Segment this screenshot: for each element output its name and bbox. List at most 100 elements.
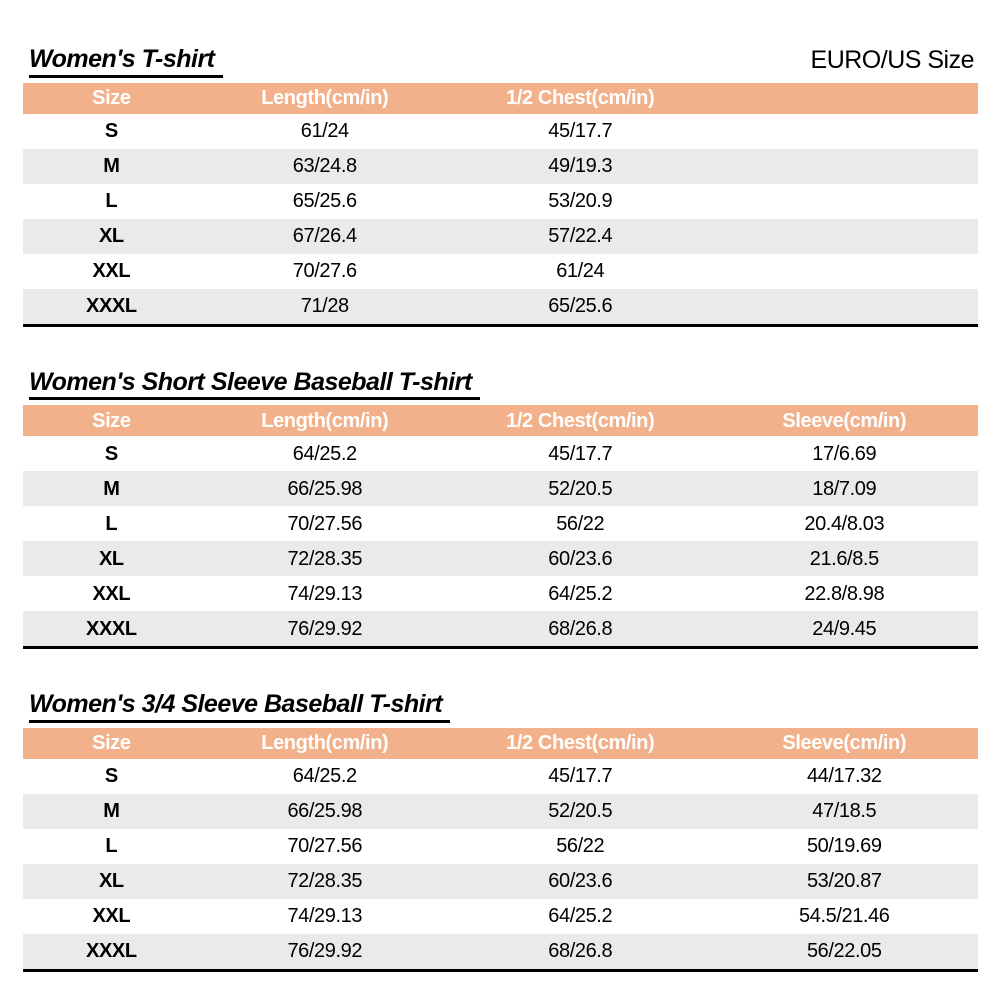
table-row: M 66/25.98 52/20.5 47/18.5 (23, 793, 978, 829)
size-cell: XL (98, 870, 124, 892)
section-womens-tshirt: Women's T-shirt EURO/US Size Size Length(… (23, 45, 978, 327)
header-cell: 1/2 Chest(cm/in) (506, 409, 655, 432)
value-cell: 45/17.7 (548, 765, 613, 787)
table-row: L 70/27.56 56/22 50/19.69 (23, 828, 978, 864)
value-cell: 72/28.35 (287, 547, 363, 570)
value-cell: 68/26.8 (548, 940, 613, 962)
table-row: M 66/25.98 52/20.5 18/7.09 (23, 471, 978, 506)
size-cell: XL (98, 547, 124, 570)
header-cell: Size (92, 732, 131, 754)
section-title: Women's T-shirt (29, 45, 223, 78)
value-cell: 74/29.13 (287, 905, 363, 927)
value-cell: 52/20.5 (548, 477, 613, 500)
size-cell: L (105, 190, 118, 212)
value-cell: 66/25.98 (287, 800, 363, 822)
section-short-sleeve-baseball: Women's Short Sleeve Baseball T-shirt Si… (23, 368, 978, 649)
size-table-three-quarter-sleeve-baseball: Size Length(cm/in) 1/2 Chest(cm/in) Sleeve(… (23, 727, 978, 972)
header-cell: 1/2 Chest(cm/in) (506, 732, 655, 754)
value-cell: 53/20.9 (548, 190, 613, 212)
table-row: XXL 74/29.13 64/25.2 22.8/8.98 (23, 576, 978, 611)
value-cell: 70/27.56 (287, 512, 363, 535)
section-title: Women's 3/4 Sleeve Baseball T-shirt (29, 690, 451, 723)
value-cell: 60/23.6 (548, 870, 613, 892)
value-cell: 68/26.8 (548, 617, 613, 640)
value-cell: 66/25.98 (287, 477, 363, 500)
value-cell: 53/20.87 (806, 870, 882, 892)
table-row: XXL 74/29.13 64/25.2 54.5/21.46 (23, 898, 978, 934)
table-header-row: Size Length(cm/in) 1/2 Chest(cm/in) Sleeve(… (23, 405, 978, 436)
size-cell: S (104, 765, 118, 787)
table-row: XL 72/28.35 60/23.6 53/20.87 (23, 863, 978, 899)
size-cell: M (103, 800, 120, 822)
value-cell: 45/17.7 (548, 120, 613, 142)
value-cell: 65/25.6 (292, 190, 357, 212)
table-row: XXXL 71/28 65/25.6 (23, 288, 978, 324)
value-cell: 47/18.5 (812, 800, 877, 822)
size-cell: XXL (92, 905, 131, 927)
value-cell: 71/28 (300, 295, 349, 317)
value-cell: 70/27.6 (292, 260, 357, 282)
value-cell: 56/22 (556, 512, 605, 535)
size-cell: S (104, 120, 118, 142)
header-cell: Sleeve(cm/in) (782, 732, 907, 754)
table-header-row: Size Length(cm/in) 1/2 Chest(cm/in) Sleeve(… (23, 727, 978, 759)
value-cell: 64/25.2 (548, 905, 613, 927)
value-cell: 56/22 (556, 835, 605, 857)
value-cell: 74/29.13 (287, 582, 363, 605)
header-cell: Length(cm/in) (261, 87, 389, 109)
size-cell: XXXL (86, 940, 137, 962)
size-cell: L (105, 835, 118, 857)
value-cell: 20.4/8.03 (804, 512, 885, 535)
table-row: M 63/24.8 49/19.3 (23, 148, 978, 184)
value-cell: 22.8/8.98 (804, 582, 885, 605)
table-row: S 64/25.2 45/17.7 44/17.32 (23, 758, 978, 794)
value-cell: 54.5/21.46 (799, 905, 890, 927)
table-row: XXXL 76/29.92 68/26.8 56/22.05 (23, 933, 978, 969)
value-cell: 44/17.32 (806, 765, 882, 787)
size-cell: M (103, 477, 120, 500)
header-cell: Length(cm/in) (261, 732, 389, 754)
value-cell: 17/6.69 (812, 442, 877, 465)
value-cell: 24/9.45 (812, 617, 877, 640)
size-cell: L (105, 512, 118, 535)
table-row: L 65/25.6 53/20.9 (23, 183, 978, 219)
value-cell: 76/29.92 (287, 617, 363, 640)
value-cell: 49/19.3 (548, 155, 613, 177)
value-cell: 70/27.56 (287, 835, 363, 857)
size-table-short-sleeve-baseball: Size Length(cm/in) 1/2 Chest(cm/in) Sleeve(… (23, 405, 978, 649)
value-cell: 60/23.6 (548, 547, 613, 570)
value-cell: 45/17.7 (548, 442, 613, 465)
value-cell: 61/24 (556, 260, 605, 282)
section-three-quarter-sleeve-baseball: Women's 3/4 Sleeve Baseball T-shirt Size… (23, 690, 978, 972)
size-cell: XXXL (86, 617, 137, 640)
title-row: Women's 3/4 Sleeve Baseball T-shirt (23, 690, 978, 723)
header-cell: Size (92, 409, 131, 432)
table-row: XL 67/26.4 57/22.4 (23, 218, 978, 254)
size-cell: XXXL (86, 295, 137, 317)
title-row: Women's Short Sleeve Baseball T-shirt (23, 368, 978, 400)
value-cell: 76/29.92 (287, 940, 363, 962)
value-cell: 61/24 (300, 120, 349, 142)
table-row: S 61/24 45/17.7 (23, 113, 978, 149)
value-cell: 64/25.2 (292, 442, 357, 465)
header-cell: Size (92, 87, 131, 109)
size-cell: M (103, 155, 120, 177)
value-cell: 63/24.8 (292, 155, 357, 177)
table-row: XXXL 76/29.92 68/26.8 24/9.45 (23, 611, 978, 646)
header-cell: Sleeve(cm/in) (782, 409, 907, 432)
value-cell: 64/25.2 (548, 582, 613, 605)
value-cell: 50/19.69 (806, 835, 882, 857)
size-cell: XL (98, 225, 124, 247)
value-cell: 64/25.2 (292, 765, 357, 787)
table-row: L 70/27.56 56/22 20.4/8.03 (23, 506, 978, 541)
value-cell: 67/26.4 (292, 225, 357, 247)
size-standard-label: EURO/US Size (810, 46, 975, 74)
table-row: XXL 70/27.6 61/24 (23, 253, 978, 289)
value-cell: 21.6/8.5 (809, 547, 879, 570)
value-cell: 52/20.5 (548, 800, 613, 822)
size-table-womens-tshirt: Size Length(cm/in) 1/2 Chest(cm/in) S 61/24 4… (23, 82, 978, 327)
value-cell: 57/22.4 (548, 225, 613, 247)
size-cell: S (104, 442, 118, 465)
title-row: Women's T-shirt EURO/US Size (23, 45, 978, 78)
